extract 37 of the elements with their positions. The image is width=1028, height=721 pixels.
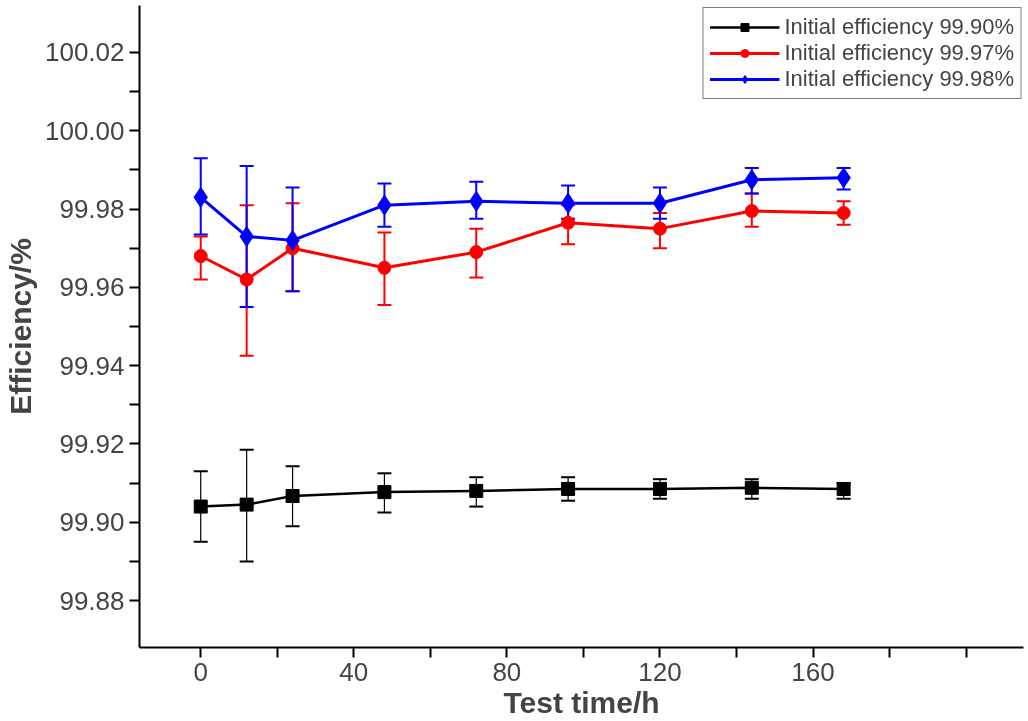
point [285,489,300,503]
point [744,204,759,219]
y-tick-label: 99.88 [59,585,125,616]
point [377,485,392,500]
point [561,215,576,230]
x-tick-label: 120 [638,656,682,687]
x-axis-title: Test time/h [503,685,660,719]
point [193,249,208,264]
point [239,272,254,287]
legend-label: Initial efficiency 99.90% [784,14,1014,40]
point [652,481,667,496]
point [836,205,851,220]
y-tick-label: 99.96 [59,272,125,303]
point [469,483,484,498]
y-tick-label: 100.02 [44,37,125,68]
point [239,497,254,512]
point [744,480,759,495]
x-tick-label: 0 [193,656,208,687]
y-tick-label: 99.92 [59,428,125,459]
point [560,192,576,214]
legend-label: Initial efficiency 99.98% [784,66,1014,92]
x-tick-label: 80 [492,656,522,687]
point [652,221,667,236]
y-tick-label: 99.90 [59,507,125,538]
y-tick-label: 99.98 [59,194,125,225]
point [836,481,851,496]
y-axis-title: Efficiency/% [3,238,37,415]
x-tick-label: 40 [339,656,369,687]
y-tick-label: 100.00 [44,115,125,146]
x-tick-label: 160 [791,656,835,687]
y-tick-label: 99.94 [59,350,125,381]
point [469,245,484,260]
legend-label: Initial efficiency 99.97% [784,40,1014,66]
point [377,260,392,275]
point [193,499,208,514]
point [561,481,576,496]
point [652,192,668,214]
